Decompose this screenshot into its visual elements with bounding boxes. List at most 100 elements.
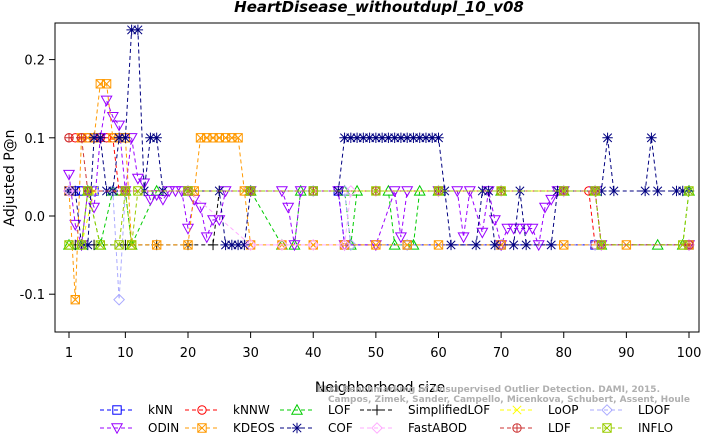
data-point-ldof-10 xyxy=(401,239,414,251)
data-point-kdeos-1 xyxy=(70,294,80,305)
data-point-inflo-13 xyxy=(496,186,506,196)
data-point-odin-13 xyxy=(144,194,157,206)
data-point-inflo-5 xyxy=(120,186,131,196)
data-point-cof-53 xyxy=(608,185,620,197)
data-point-ldf-0-cross xyxy=(64,133,74,142)
data-point-cof-58 xyxy=(677,185,688,197)
data-point-cof-9 xyxy=(120,132,131,143)
data-point-odin-45 xyxy=(501,223,514,235)
data-point-cof-41 xyxy=(445,239,457,251)
data-point-odin-52 xyxy=(545,194,558,206)
data-point-cof-13 xyxy=(145,132,156,143)
data-point-odin-21 xyxy=(194,202,207,214)
data-point-odin-7 xyxy=(106,111,119,123)
data-point-inflo-4 xyxy=(114,240,124,250)
data-point-cof-54 xyxy=(639,185,651,197)
legend-marker-lof xyxy=(290,403,304,415)
legend-marker-ldof xyxy=(601,404,613,416)
legend-item-loop: LoOP xyxy=(500,403,579,417)
legend-label-simplifiedlof: SimplifiedLOF xyxy=(408,403,490,417)
legend-marker-ldf-cross xyxy=(512,423,522,433)
x-tick-label-50: 50 xyxy=(368,346,385,361)
legend-label-fastabod: FastABOD xyxy=(408,421,467,434)
data-point-odin-29 xyxy=(288,240,301,252)
data-point-cof-33 xyxy=(395,132,407,143)
data-point-cof-29 xyxy=(370,132,382,143)
legend-marker-simplifiedlof xyxy=(371,404,383,416)
series-line-odin xyxy=(68,98,689,247)
data-point-kdeos-27 xyxy=(402,240,412,250)
data-point-cof-4 xyxy=(88,132,100,143)
legend-marker-knn xyxy=(112,405,122,415)
series-cof xyxy=(63,24,695,251)
data-point-cof-18 xyxy=(220,239,231,251)
data-point-cof-36 xyxy=(414,132,425,143)
legend-label-inflo: INFLO xyxy=(638,421,673,434)
data-point-cof-27 xyxy=(358,132,369,143)
data-point-cof-26 xyxy=(351,132,363,143)
data-point-cof-34 xyxy=(401,132,413,143)
y-tick-label-0: 0.0 xyxy=(24,210,45,225)
data-point-odin-28 xyxy=(282,202,295,214)
legend-marker-loop xyxy=(512,405,522,415)
data-point-ldof-3 xyxy=(113,293,126,306)
data-point-ldf-13-cross xyxy=(684,240,694,250)
x-tick-label-70: 70 xyxy=(493,346,510,361)
series-line-loop xyxy=(69,190,596,246)
data-point-odin-6 xyxy=(100,95,113,107)
y-tick-label--0.1: -0.1 xyxy=(20,288,45,303)
data-point-simplifiedlof-5 xyxy=(207,239,219,251)
data-point-cof-5 xyxy=(95,132,106,143)
data-point-cof-14 xyxy=(151,132,162,143)
legend-item-lof: LOF xyxy=(280,403,351,417)
legend-label-loop: LoOP xyxy=(548,403,579,417)
legend-label-odin: ODIN xyxy=(148,421,179,434)
data-point-inflo-9 xyxy=(245,186,256,196)
data-point-cof-57 xyxy=(671,185,682,197)
legend-label-lof: LOF xyxy=(328,403,351,417)
series-line-ldf xyxy=(69,137,689,246)
data-point-inflo-6 xyxy=(126,240,137,250)
data-point-odin-8 xyxy=(113,120,126,132)
data-point-inflo-11 xyxy=(371,186,381,196)
data-point-fastabod-3 xyxy=(244,239,257,251)
data-point-cof-52 xyxy=(602,132,613,143)
data-point-lof-15 xyxy=(351,184,364,196)
data-point-odin-0 xyxy=(62,169,76,181)
data-point-inflo-16 xyxy=(596,240,607,250)
x-tick-label-60: 60 xyxy=(430,346,447,361)
data-point-cof-32 xyxy=(389,132,400,143)
legend-marker-kdeos xyxy=(197,423,207,433)
data-point-cof-3 xyxy=(82,239,93,251)
legend-item-odin: ODIN xyxy=(100,421,179,434)
y-tick-label-0.1: 0.1 xyxy=(24,132,45,147)
legend-marker-cof xyxy=(291,422,303,434)
data-point-cof-38 xyxy=(427,132,438,143)
data-point-inflo-14 xyxy=(559,186,569,196)
legend-label-ldf: LDF xyxy=(548,421,571,434)
data-point-odin-23 xyxy=(206,215,220,227)
y-axis-label: Adjusted P@n xyxy=(2,129,18,226)
data-point-cof-1 xyxy=(70,185,81,197)
data-point-cof-39 xyxy=(433,132,444,143)
data-point-cof-8 xyxy=(113,132,125,143)
data-point-cof-21 xyxy=(239,239,250,251)
data-point-odin-51 xyxy=(538,202,552,214)
legend: kNN kNNW LOF SimplifiedLOF LoOP LDOF ODIN KDEOS… xyxy=(100,403,673,434)
data-point-inflo-3 xyxy=(95,240,106,250)
data-point-cof-20 xyxy=(232,239,244,251)
data-point-cof-45 xyxy=(489,239,501,251)
data-point-cof-25 xyxy=(345,132,357,143)
data-point-lof-19 xyxy=(413,184,426,196)
x-tick-label-40: 40 xyxy=(305,346,322,361)
data-point-fastabod-4 xyxy=(276,239,288,251)
data-point-kdeos-28 xyxy=(433,240,444,250)
chart-title: HeartDisease_withoutdupl_10_v08 xyxy=(234,0,524,16)
x-tick-label-30: 30 xyxy=(242,346,259,361)
x-tick-label-1: 1 xyxy=(65,346,73,361)
legend-marker-knnw xyxy=(197,405,207,415)
x-tick-label-100: 100 xyxy=(677,346,702,361)
data-point-fastabod-7 xyxy=(344,185,357,197)
data-point-cof-24 xyxy=(339,132,350,143)
data-point-cof-35 xyxy=(408,132,419,143)
